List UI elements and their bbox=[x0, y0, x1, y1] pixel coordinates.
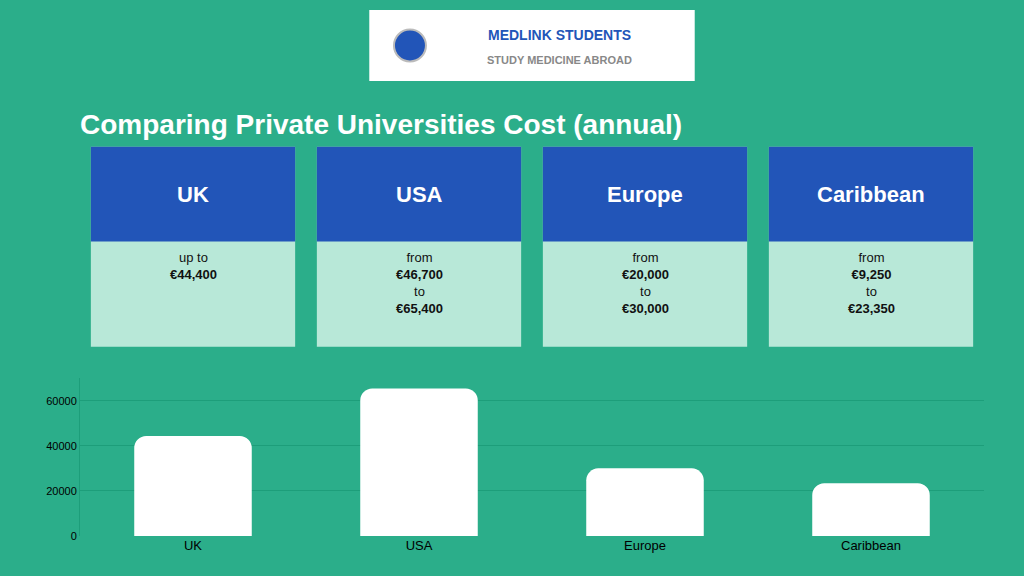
svg-text:Europe: Europe bbox=[624, 538, 666, 553]
svg-text:from€46,700to€65,400: from€46,700to€65,400 bbox=[396, 250, 443, 316]
svg-text:Caribbean: Caribbean bbox=[841, 538, 901, 553]
svg-text:USA: USA bbox=[396, 182, 443, 207]
svg-text:Caribbean: Caribbean bbox=[817, 182, 925, 207]
svg-text:MEDLINK STUDENTS: MEDLINK STUDENTS bbox=[488, 27, 631, 43]
svg-text:from€9,250to€23,350: from€9,250to€23,350 bbox=[848, 250, 895, 316]
svg-text:up to€44,400: up to€44,400 bbox=[170, 250, 217, 282]
svg-text:UK: UK bbox=[177, 182, 209, 207]
svg-text:STUDY MEDICINE ABROAD: STUDY MEDICINE ABROAD bbox=[487, 54, 632, 66]
svg-text:UK: UK bbox=[184, 538, 202, 553]
svg-text:USA: USA bbox=[406, 538, 433, 553]
svg-text:40000: 40000 bbox=[46, 440, 77, 452]
svg-text:from€20,000to€30,000: from€20,000to€30,000 bbox=[622, 250, 669, 316]
svg-text:60000: 60000 bbox=[46, 395, 77, 407]
svg-text:Comparing Private Universities: Comparing Private Universities Cost (ann… bbox=[80, 109, 682, 140]
svg-text:0: 0 bbox=[71, 530, 77, 542]
svg-text:20000: 20000 bbox=[46, 485, 77, 497]
svg-text:Europe: Europe bbox=[607, 182, 683, 207]
